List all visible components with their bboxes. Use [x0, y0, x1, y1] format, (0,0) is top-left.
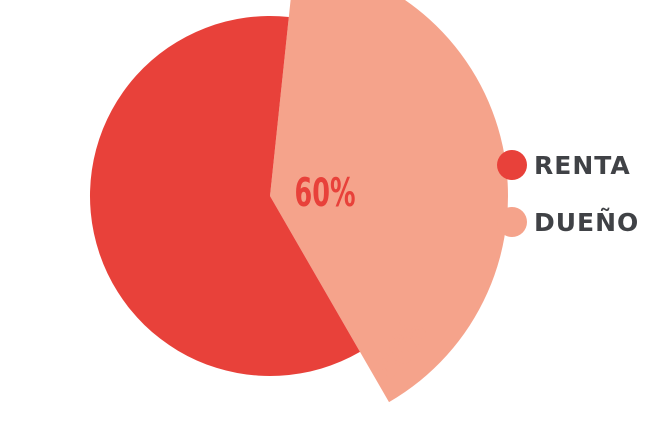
data-label-renta: 60% [294, 169, 355, 215]
legend-item-dueno: DUEÑO [497, 199, 657, 245]
legend-label-dueno: DUEÑO [534, 207, 640, 237]
pie-slice-renta [89, 16, 360, 377]
chart-legend: RENTA DUEÑO [497, 142, 657, 256]
legend-label-renta: RENTA [534, 150, 631, 180]
pie-slice-dueo [270, 0, 508, 403]
legend-swatch-renta [497, 150, 527, 180]
legend-item-renta: RENTA [497, 142, 657, 188]
legend-swatch-dueno [497, 207, 527, 237]
